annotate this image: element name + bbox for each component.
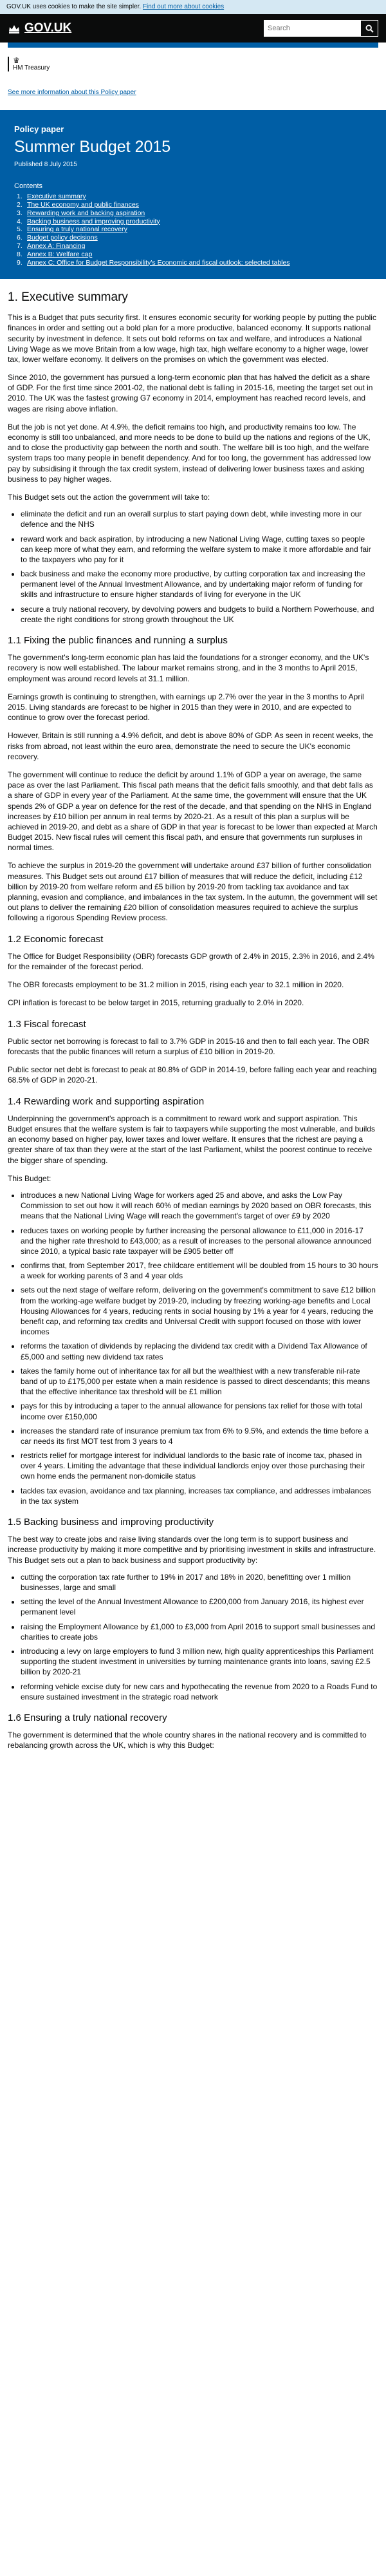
fixing-finances-paragraph: To achieve the surplus in 2019-20 the go…: [8, 861, 378, 923]
backing-business-paragraph: The best way to create jobs and raise li…: [8, 1535, 376, 1565]
economic-forecast-paragraph: The OBR forecasts employment to be 31.2 …: [8, 980, 344, 990]
contents-item: 6. Budget policy decisions: [17, 234, 372, 242]
bullet-item: confirms that, from September 2017, free…: [21, 1260, 378, 1281]
cookie-banner: GOV.UK uses cookies to make the site sim…: [0, 0, 386, 14]
contents-item: 7. Annex A: Financing: [17, 242, 372, 251]
bullet-item: setting the level of the Annual Investme…: [21, 1596, 378, 1617]
fixing-finances-paragraph: However, Britain is still running a 4.9%…: [8, 731, 374, 761]
bullet-item: eliminate the deficit and run an overall…: [21, 509, 378, 529]
organisation-logo-area: ♛ HM Treasury: [0, 48, 386, 74]
bullet-item: pays for this by introducing a taper to …: [21, 1401, 378, 1421]
bullet-item: sets out the next stage of welfare refor…: [21, 1285, 378, 1337]
contents-item: 5. Ensuring a truly national recovery: [17, 225, 372, 234]
contents-item-number: 2.: [17, 200, 23, 209]
bullet-item: back business and make the economy more …: [21, 569, 378, 600]
executive-summary-paragraph: But the job is not yet done. At 4.9%, th…: [8, 422, 371, 484]
contents-item-number: 6.: [17, 234, 23, 242]
executive-summary-paragraph: This Budget sets out the action the gove…: [8, 492, 210, 502]
cookie-link[interactable]: Find out more about cookies: [142, 3, 225, 10]
economic-forecast-paragraph: CPI inflation is forecast to be below ta…: [8, 998, 304, 1008]
contents-item-number: 3.: [17, 209, 23, 217]
contents-item: 8. Annex B: Welfare cap: [17, 251, 372, 259]
bullet-item: secure a truly national recovery, by dev…: [21, 604, 378, 625]
organisation-logo[interactable]: ♛ HM Treasury: [8, 57, 378, 71]
bullet-item: introduces a new National Living Wage fo…: [21, 1190, 378, 1222]
contents-item-number: 7.: [17, 242, 23, 250]
fiscal-forecast-paragraph: Public sector net debt is forecast to pe…: [8, 1065, 377, 1085]
executive-summary-heading: 1. Executive summary: [8, 290, 128, 305]
contents-item: 4. Backing business and improving product…: [17, 218, 372, 226]
contents-item-number: 4.: [17, 217, 23, 225]
bullet-item: reforms the taxation of dividends by rep…: [21, 1341, 378, 1361]
fixing-finances-paragraph: The government's long-term economic plan…: [8, 653, 369, 683]
executive-summary-paragraph: Since 2010, the government has pursued a…: [8, 373, 373, 413]
contents-item: 3. Rewarding work and backing aspiration: [17, 209, 372, 218]
bullet-item: reward work and back aspiration, by intr…: [21, 534, 378, 565]
main-content: 1. Executive summary This is a Budget th…: [0, 279, 386, 1750]
contents-link-executive-summary[interactable]: Executive summary: [27, 193, 86, 201]
cookie-text: GOV.UK uses cookies to make the site sim…: [6, 3, 142, 10]
published-date: Published 8 July 2015: [14, 160, 77, 168]
rewarding-work-paragraph: Underpinning the government's approach i…: [8, 1113, 375, 1165]
bullet-item: reforming vehicle excise duty for new ca…: [21, 1681, 378, 1702]
contents-link-national-recovery[interactable]: Ensuring a truly national recovery: [27, 225, 127, 234]
govuk-home-link[interactable]: GOV.UK: [8, 20, 71, 37]
contents-item: 2. The UK economy and public finances: [17, 201, 372, 209]
contents-link-budget-policy[interactable]: Budget policy decisions: [27, 234, 98, 242]
header-rule: [8, 43, 378, 48]
backing-business-heading: 1.5 Backing business and improving produ…: [8, 1517, 214, 1528]
bullet-item: cutting the corporation tax rate further…: [21, 1572, 378, 1593]
organisation-name: HM Treasury: [13, 64, 50, 71]
search-input[interactable]: [264, 20, 360, 37]
site-header: GOV.UK: [0, 14, 386, 43]
crown-icon: [9, 24, 19, 33]
contents-heading: Contents: [14, 182, 43, 191]
fixing-finances-paragraph: Earnings growth is continuing to strengt…: [8, 692, 364, 723]
national-recovery-paragraph: The government is determined that the wh…: [8, 1730, 367, 1750]
magnifying-glass-icon: [365, 24, 374, 33]
bullet-item: takes the family home out of inheritance…: [21, 1366, 378, 1397]
bullet-item: reduces taxes on working people by furth…: [21, 1226, 378, 1257]
page-title: Summer Budget 2015: [14, 138, 171, 156]
contents-link-uk-economy[interactable]: The UK economy and public finances: [27, 200, 139, 209]
fixing-finances-paragraph: The government will continue to reduce t…: [8, 770, 378, 853]
contents-item-number: 5.: [17, 225, 23, 234]
royal-crest-icon: ♛: [13, 56, 20, 65]
contents-link-annex-b[interactable]: Annex B: Welfare cap: [27, 250, 93, 258]
rewarding-work-paragraph: This Budget:: [8, 1173, 51, 1183]
rewarding-work-bullets: introduces a new National Living Wage fo…: [8, 1190, 378, 1506]
rewarding-work-heading: 1.4 Rewarding work and supporting aspira…: [8, 1095, 205, 1107]
bullet-item: restricts relief for mortgage interest f…: [21, 1450, 378, 1482]
bullet-item: introducing a levy on large employers to…: [21, 1646, 378, 1678]
contents-item-number: 9.: [17, 258, 23, 267]
economic-forecast-heading: 1.2 Economic forecast: [8, 933, 104, 945]
contents-link-backing-business[interactable]: Backing business and improving productiv…: [27, 217, 160, 225]
contents-link-annex-c[interactable]: Annex C: Office for Budget Responsibilit…: [27, 258, 290, 267]
contents-navigation: Contents 1. Executive summary 2. The UK ec…: [14, 182, 372, 267]
contents-item-number: 1.: [17, 193, 23, 201]
policy-paper-info-link[interactable]: See more information about this Policy p…: [8, 89, 136, 96]
bullet-item: tackles tax evasion, avoidance and tax p…: [21, 1486, 378, 1506]
fixing-finances-heading: 1.1 Fixing the public finances and runni…: [8, 635, 228, 647]
bullet-item: raising the Employment Allowance by £1,0…: [21, 1622, 378, 1642]
brand-name: GOV.UK: [24, 21, 72, 35]
fiscal-forecast-paragraph: Public sector net borrowing is forecast …: [8, 1036, 369, 1057]
site-search: [264, 20, 378, 37]
economic-forecast-paragraph: The Office for Budget Responsibility (OB…: [8, 951, 374, 972]
contents-link-rewarding-work[interactable]: Rewarding work and backing aspiration: [27, 209, 145, 217]
contents-link-annex-a[interactable]: Annex A: Financing: [27, 242, 86, 250]
national-recovery-heading: 1.6 Ensuring a truly national recovery: [8, 1712, 167, 1723]
executive-summary-bullets: eliminate the deficit and run an overall…: [8, 509, 378, 625]
search-button[interactable]: [360, 20, 378, 37]
bullet-item: increases the standard rate of insurance…: [21, 1426, 378, 1446]
contents-item: 1. Executive summary: [17, 193, 372, 201]
fiscal-forecast-heading: 1.3 Fiscal forecast: [8, 1018, 86, 1030]
document-header: Policy paper Summer Budget 2015 Publishe…: [0, 109, 386, 279]
document-type: Policy paper: [14, 124, 64, 134]
backing-business-bullets: cutting the corporation tax rate further…: [8, 1572, 378, 1702]
executive-summary-paragraph: This is a Budget that puts security firs…: [8, 313, 376, 364]
contents-item-number: 8.: [17, 250, 23, 258]
contents-list: 1. Executive summary 2. The UK economy and…: [14, 193, 372, 267]
contents-item: 9. Annex C: Office for Budget Responsibil…: [17, 259, 372, 267]
